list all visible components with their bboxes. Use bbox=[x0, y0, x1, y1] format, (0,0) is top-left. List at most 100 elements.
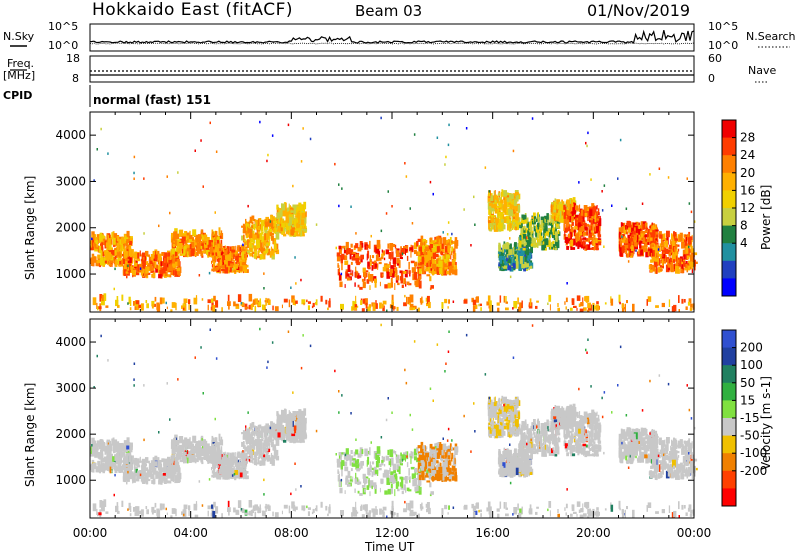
power-point bbox=[129, 266, 133, 273]
power-point bbox=[513, 243, 517, 250]
power-point bbox=[649, 173, 651, 176]
power-point bbox=[212, 253, 214, 260]
power-point bbox=[419, 248, 423, 255]
power-point bbox=[546, 213, 549, 221]
power-point bbox=[237, 245, 241, 252]
power-point bbox=[98, 245, 103, 254]
power-point bbox=[569, 307, 573, 311]
velocity-point bbox=[176, 480, 179, 483]
power-point bbox=[259, 224, 261, 230]
power-point bbox=[558, 210, 561, 216]
power-point bbox=[543, 228, 545, 236]
power-point bbox=[408, 261, 410, 270]
power-point bbox=[249, 245, 253, 252]
power-point bbox=[441, 243, 444, 249]
power-point bbox=[369, 285, 371, 290]
velocity-point bbox=[147, 470, 152, 478]
cpid-row: CPID normal (fast) 151 bbox=[3, 85, 211, 107]
power-point bbox=[133, 177, 135, 180]
power-point bbox=[623, 227, 627, 235]
power-point bbox=[686, 266, 689, 273]
power-point bbox=[421, 296, 423, 303]
power-point bbox=[290, 286, 292, 289]
velocity-point bbox=[118, 457, 122, 465]
power-point bbox=[127, 265, 130, 271]
power-point bbox=[515, 246, 519, 249]
power-point bbox=[558, 219, 560, 222]
power-point bbox=[662, 233, 665, 240]
power-point bbox=[409, 207, 411, 210]
nsearch-trace bbox=[89, 42, 695, 45]
power-point bbox=[287, 217, 289, 224]
velocity-point bbox=[92, 462, 97, 470]
power-point bbox=[211, 248, 215, 256]
power-point bbox=[135, 272, 140, 276]
power-point bbox=[287, 207, 290, 211]
power-point bbox=[654, 261, 658, 268]
velocity-point bbox=[170, 468, 172, 476]
power-point bbox=[226, 264, 231, 268]
power-point bbox=[535, 229, 538, 237]
power-point bbox=[505, 204, 508, 212]
power-point bbox=[129, 257, 132, 264]
power-point bbox=[266, 234, 268, 241]
power-point bbox=[174, 268, 178, 277]
power-point bbox=[379, 281, 381, 287]
power-point bbox=[454, 268, 458, 276]
power-point bbox=[106, 233, 108, 241]
power-point bbox=[501, 189, 504, 196]
power-point bbox=[474, 304, 478, 309]
power-point bbox=[254, 300, 259, 305]
power-point bbox=[522, 214, 527, 220]
power-point bbox=[170, 309, 173, 312]
power-point bbox=[675, 254, 678, 260]
power-point bbox=[213, 295, 216, 302]
power-point bbox=[363, 271, 367, 277]
power-point bbox=[569, 216, 571, 223]
power-point bbox=[488, 220, 492, 224]
power-point bbox=[664, 255, 667, 263]
power-point bbox=[403, 302, 407, 307]
power-point bbox=[508, 245, 512, 253]
power-point bbox=[501, 206, 503, 211]
power-point bbox=[518, 242, 520, 251]
power-point bbox=[589, 237, 594, 241]
power-point bbox=[219, 268, 222, 274]
power-point bbox=[277, 226, 281, 232]
power-point bbox=[449, 237, 452, 245]
power-point bbox=[636, 235, 639, 243]
power-point bbox=[178, 248, 182, 254]
power-point bbox=[530, 219, 533, 223]
velocity-point bbox=[189, 437, 191, 444]
power-point bbox=[142, 273, 144, 276]
power-point bbox=[238, 257, 241, 263]
power-point bbox=[369, 240, 371, 249]
power-point bbox=[632, 237, 634, 242]
power-point bbox=[251, 221, 254, 225]
power-point bbox=[628, 227, 631, 233]
power-point bbox=[243, 234, 245, 240]
power-point bbox=[494, 224, 498, 232]
power-point bbox=[267, 153, 269, 157]
power-point bbox=[423, 241, 426, 246]
power-point bbox=[303, 302, 305, 306]
power-point bbox=[570, 204, 574, 212]
freq-unit-label: [MHz] bbox=[3, 69, 35, 82]
power-point bbox=[352, 270, 354, 277]
velocity-point bbox=[145, 472, 149, 480]
power-point bbox=[643, 231, 646, 234]
power-point bbox=[250, 238, 254, 243]
power-point bbox=[552, 228, 556, 231]
power-point bbox=[430, 244, 433, 248]
velocity-point bbox=[117, 464, 121, 471]
velocity-point bbox=[145, 457, 149, 463]
power-point bbox=[148, 254, 150, 258]
power-point bbox=[198, 246, 201, 254]
power-point bbox=[300, 228, 305, 232]
power-point bbox=[568, 213, 572, 216]
power-point bbox=[170, 267, 174, 275]
power-point bbox=[248, 304, 251, 310]
power-point bbox=[349, 249, 354, 256]
power-point bbox=[241, 257, 244, 262]
power-point bbox=[236, 250, 238, 254]
